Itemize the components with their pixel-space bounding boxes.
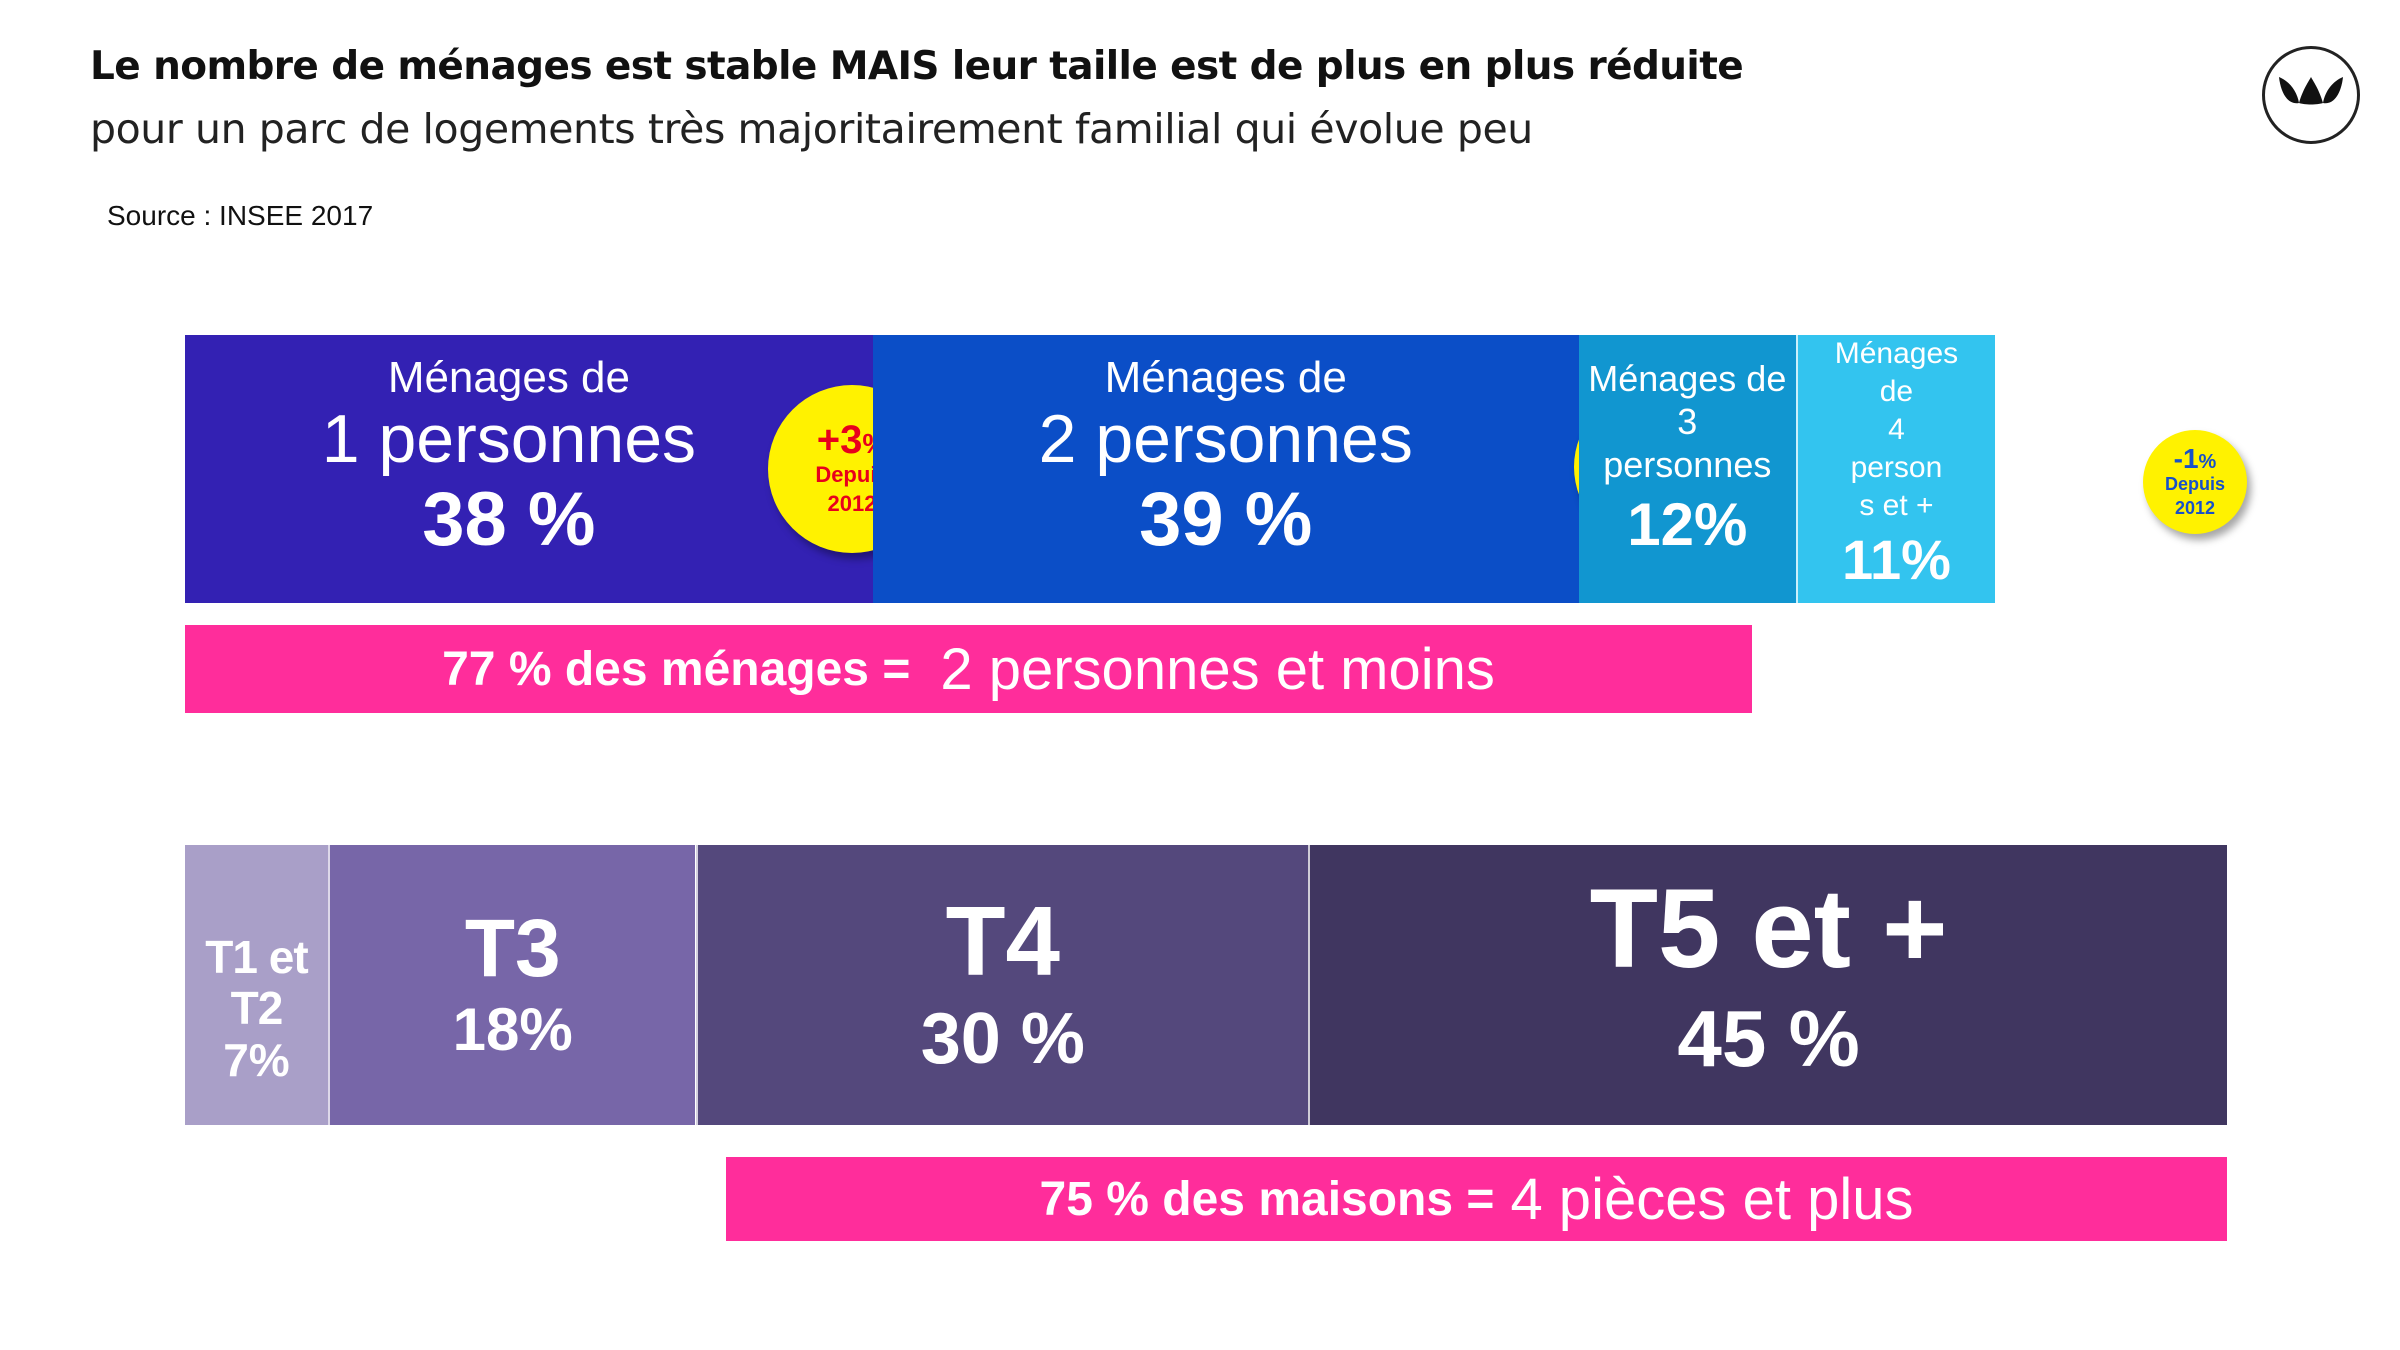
change-badge: -1% Depuis 2012	[2143, 430, 2247, 534]
housing-segment-text: T1 et T2 7%	[185, 932, 328, 1088]
household-label-line: person	[1850, 451, 1943, 485]
household-label-line: Ménages de	[1104, 353, 1347, 402]
household-segment-text: Ménages de 4 person s et + 11%	[1798, 335, 1995, 595]
change-number: -1	[2173, 442, 2199, 474]
housing-percent: 18%	[452, 996, 573, 1064]
household-label-line: Ménages de	[387, 353, 630, 402]
household-label-line: personnes	[1603, 444, 1772, 486]
brand-logo	[2262, 46, 2360, 144]
page-title: Le nombre de ménages est stable MAIS leu…	[90, 44, 1744, 89]
household-segment-text: Ménages de 3 personnes 12%	[1579, 357, 1796, 562]
summary-light: 2 personnes et moins	[940, 636, 1495, 702]
page-subtitle: pour un parc de logements très majoritai…	[90, 105, 1533, 153]
housing-label: T4	[945, 885, 1060, 996]
household-label-line: 4	[1888, 413, 1905, 447]
household-segment-4: Ménages de 4 person s et + 11%	[1795, 335, 1995, 603]
household-label-line: 2 personnes	[1038, 401, 1413, 478]
change-year: 2012	[2174, 497, 2216, 518]
housing-segment-text: T3 18%	[330, 902, 696, 1066]
housing-percent: 30 %	[920, 998, 1085, 1079]
housing-label: T3	[464, 902, 561, 994]
household-label-line: s et +	[1859, 489, 1934, 523]
housing-percent: 7%	[223, 1034, 290, 1087]
household-segment-text: Ménages de 2 personnes 39 %	[873, 353, 1579, 562]
household-segment-1: Ménages de 1 personnes 38 %	[185, 335, 873, 603]
household-label-line: 3	[1677, 401, 1698, 443]
housing-label: T5 et +	[1589, 866, 1948, 992]
change-label: Depuis	[2164, 474, 2225, 495]
housing-segment-1: T1 et T2 7%	[185, 845, 328, 1125]
change-year: 2012	[827, 491, 877, 516]
source-note: Source : INSEE 2017	[107, 200, 374, 231]
housing-segment-3: T4 30 %	[695, 845, 1309, 1125]
household-segment-text: Ménages de 1 personnes 38 %	[165, 353, 853, 562]
household-label-line: 1 personnes	[321, 401, 697, 478]
housing-segment-4: T5 et +45 %	[1308, 845, 2227, 1125]
household-percent: 38 %	[422, 477, 596, 563]
housing-segment-text: T5 et +45 %	[1310, 867, 2227, 1086]
household-percent: 11%	[1841, 528, 1951, 592]
housing-segment-text: T4 30 %	[698, 885, 1309, 1082]
change-value: -1%	[2174, 444, 2217, 473]
household-percent: 12%	[1627, 490, 1748, 558]
household-segment-3: Ménages de 3 personnes 12%	[1578, 335, 1796, 603]
housing-label: T1 et T2	[205, 931, 308, 1034]
housing-percent: 45 %	[1677, 993, 1860, 1083]
households-summary-banner: 77 % des ménages = 2 personnes et moins	[185, 625, 1752, 713]
housing-summary-banner: 75 % des maisons = 4 pièces et plus	[726, 1157, 2227, 1241]
summary-bold: 75 % des maisons =	[1039, 1172, 1495, 1226]
household-label-line: Ménages	[1834, 337, 1959, 370]
housing-segment-2: T3 18%	[327, 845, 696, 1125]
household-segment-2: Ménages de 2 personnes 39 %	[872, 335, 1579, 603]
household-label-line: de	[1879, 375, 1914, 409]
summary-bold: 77 % des ménages =	[442, 642, 911, 696]
change-number: +3	[816, 418, 863, 463]
household-label-line: Ménages de	[1588, 358, 1787, 399]
leaf-logo-icon	[2279, 77, 2343, 105]
summary-light: 4 pièces et plus	[1510, 1166, 1914, 1232]
household-percent: 39 %	[1139, 477, 1313, 563]
change-unit: %	[2198, 450, 2217, 473]
